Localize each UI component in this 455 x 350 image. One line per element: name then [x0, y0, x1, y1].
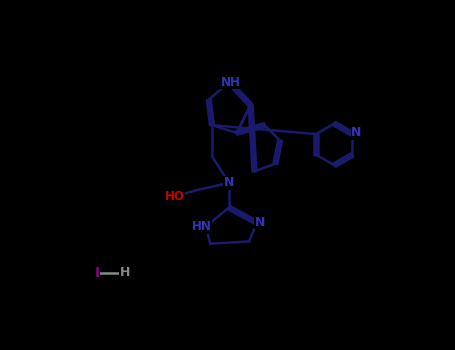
Text: H: H — [120, 266, 130, 280]
Text: I: I — [95, 266, 100, 280]
Text: NH: NH — [221, 76, 240, 89]
Text: HN: HN — [192, 220, 212, 233]
Text: N: N — [351, 126, 362, 139]
Text: N: N — [255, 216, 265, 229]
Text: N: N — [224, 176, 234, 189]
Text: HO: HO — [165, 189, 185, 203]
